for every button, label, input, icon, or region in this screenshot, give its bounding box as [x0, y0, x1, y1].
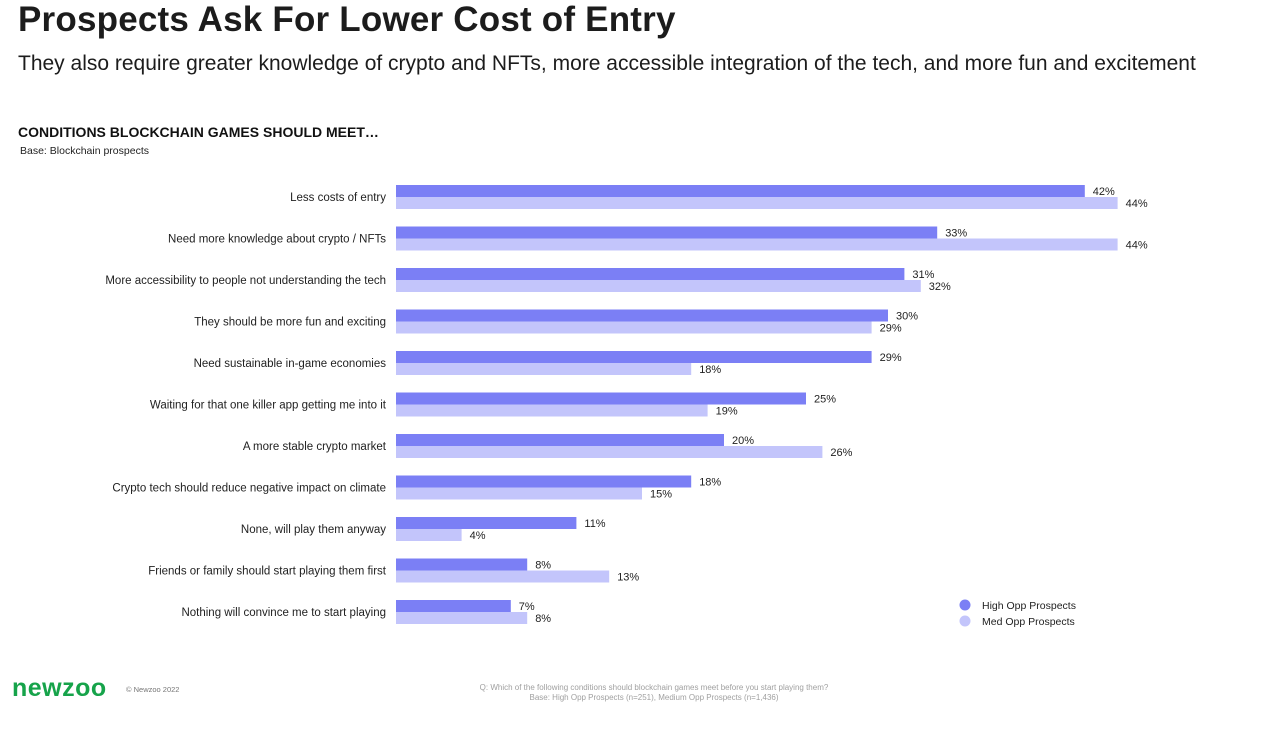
bar-high-opp — [396, 392, 806, 405]
bar-high-opp — [396, 351, 872, 363]
bar-med-opp — [396, 404, 708, 417]
chart-heading: CONDITIONS BLOCKCHAIN GAMES SHOULD MEET… — [18, 124, 379, 140]
bar-high-opp — [396, 600, 511, 612]
bar-med-opp — [396, 529, 462, 541]
bar-high-opp — [396, 226, 938, 239]
legend-label: High Opp Prospects — [982, 600, 1076, 612]
data-label: 25% — [814, 394, 836, 406]
legend-marker — [959, 599, 971, 611]
bar-high-opp — [396, 558, 528, 571]
page-title: Prospects Ask For Lower Cost of Entry — [18, 0, 676, 39]
category-label: Need more knowledge about crypto / NFTs — [168, 234, 386, 246]
data-label: 29% — [880, 323, 902, 335]
bar-med-opp — [396, 321, 872, 334]
bar-med-opp — [396, 446, 823, 458]
copyright-text: © Newzoo 2022 — [126, 685, 180, 694]
category-label: None, will play them anyway — [241, 524, 386, 536]
newzoo-logo: newzoo — [12, 674, 107, 702]
data-label: 44% — [1126, 240, 1148, 252]
bar-med-opp — [396, 280, 921, 292]
bar-med-opp — [396, 197, 1118, 209]
category-label: Need sustainable in-game economies — [194, 358, 387, 370]
chart-base-note: Base: Blockchain prospects — [20, 145, 149, 157]
category-label: Waiting for that one killer app getting … — [150, 400, 387, 412]
legend-marker — [959, 615, 971, 627]
data-label: 18% — [699, 477, 721, 489]
bar-high-opp — [396, 475, 692, 488]
bar-high-opp — [396, 517, 577, 529]
bar-med-opp — [396, 363, 692, 375]
data-label: 29% — [880, 352, 902, 364]
data-label: 13% — [617, 572, 639, 584]
data-label: 18% — [699, 364, 721, 376]
category-label: Nothing will convince me to start playin… — [181, 607, 386, 619]
data-label: 20% — [732, 435, 754, 447]
category-label: A more stable crypto market — [243, 441, 387, 453]
data-label: 30% — [896, 311, 918, 323]
legend-label: Med Opp Prospects — [982, 616, 1075, 628]
bar-high-opp — [396, 434, 724, 446]
data-label: 31% — [912, 269, 934, 281]
data-label: 4% — [470, 530, 486, 542]
data-label: 8% — [535, 613, 551, 625]
data-label: 11% — [584, 518, 605, 530]
page-subtitle: They also require greater knowledge of c… — [18, 52, 1196, 75]
data-label: 15% — [650, 489, 672, 501]
category-label: Crypto tech should reduce negative impac… — [112, 483, 386, 495]
category-label: They should be more fun and exciting — [194, 317, 386, 329]
bar-med-opp — [396, 238, 1118, 251]
bar-high-opp — [396, 309, 888, 322]
data-label: 32% — [929, 281, 951, 293]
category-label: Less costs of entry — [290, 192, 386, 204]
category-label: More accessibility to people not underst… — [105, 275, 386, 287]
data-label: 44% — [1126, 198, 1148, 210]
bar-high-opp — [396, 185, 1085, 197]
data-label: 26% — [830, 447, 852, 459]
data-label: 19% — [716, 406, 738, 418]
bar-high-opp — [396, 268, 905, 280]
footnote-question: Q: Which of the following conditions sho… — [479, 683, 829, 692]
bar-med-opp — [396, 570, 610, 583]
bar-med-opp — [396, 612, 528, 624]
category-label: Friends or family should start playing t… — [148, 566, 387, 578]
data-label: 42% — [1093, 186, 1115, 198]
footnote-base: Base: High Opp Prospects (n=251), Medium… — [529, 693, 779, 702]
footnote: Q: Which of the following conditions sho… — [444, 683, 864, 703]
data-label: 33% — [945, 228, 967, 240]
data-label: 7% — [519, 601, 535, 613]
data-label: 8% — [535, 560, 551, 572]
bar-med-opp — [396, 487, 642, 500]
